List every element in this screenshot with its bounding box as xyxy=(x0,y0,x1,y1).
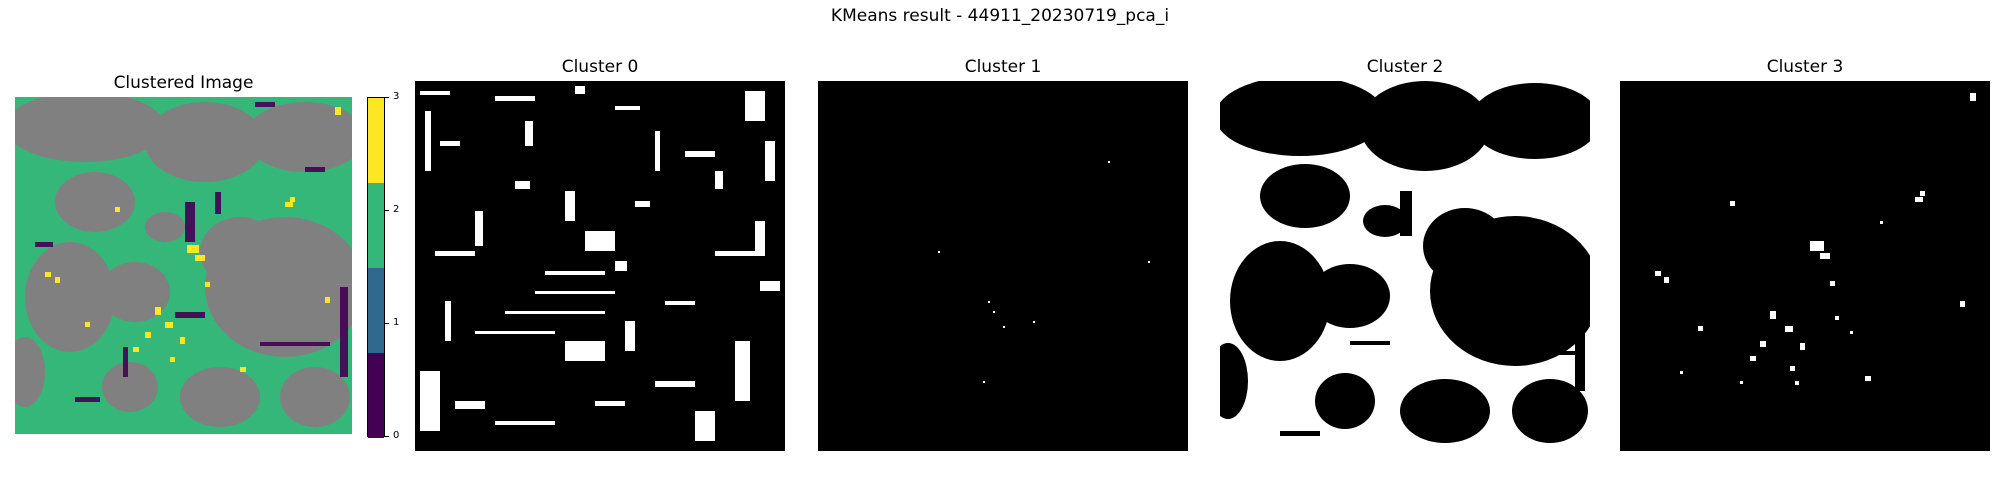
cluster-3-title: Cluster 3 xyxy=(1766,57,1844,77)
cluster-0-mask xyxy=(415,81,785,451)
clustered-image-title: Clustered Image xyxy=(113,73,254,93)
figure-suptitle: KMeans result - 44911_20230719_pca_i xyxy=(830,6,1170,26)
cluster-0-mask-svg xyxy=(420,86,780,441)
clustered-image-svg xyxy=(15,97,352,434)
colorbar-tick-label-3: 3 xyxy=(393,91,400,102)
colorbar-tick-1 xyxy=(385,323,389,324)
colorbar-tick-3 xyxy=(385,97,389,98)
cluster-1-mask xyxy=(818,81,1188,451)
colorbar xyxy=(367,97,385,438)
colorbar-segment-0 xyxy=(368,353,384,438)
cluster-1-mask-svg xyxy=(938,161,1150,383)
cluster-2-mask xyxy=(1220,81,1590,451)
colorbar-segment-2 xyxy=(368,183,384,268)
colorbar-tick-2 xyxy=(385,210,389,211)
cluster-3-mask-svg xyxy=(1655,93,1976,385)
clustered-image xyxy=(15,97,352,434)
colorbar-tick-0 xyxy=(385,436,389,437)
colorbar-segment-3 xyxy=(368,98,384,183)
cluster-0-title: Cluster 0 xyxy=(561,57,639,77)
colorbar-segment-1 xyxy=(368,268,384,353)
cluster-2-title: Cluster 2 xyxy=(1366,57,1444,77)
cluster-3-mask xyxy=(1620,81,1990,451)
cluster-1-title: Cluster 1 xyxy=(964,57,1042,77)
cluster-2-mask-svg xyxy=(1220,81,1590,443)
colorbar-tick-label-0: 0 xyxy=(393,430,400,441)
colorbar-tick-label-1: 1 xyxy=(393,317,400,328)
colorbar-tick-label-2: 2 xyxy=(393,204,400,215)
